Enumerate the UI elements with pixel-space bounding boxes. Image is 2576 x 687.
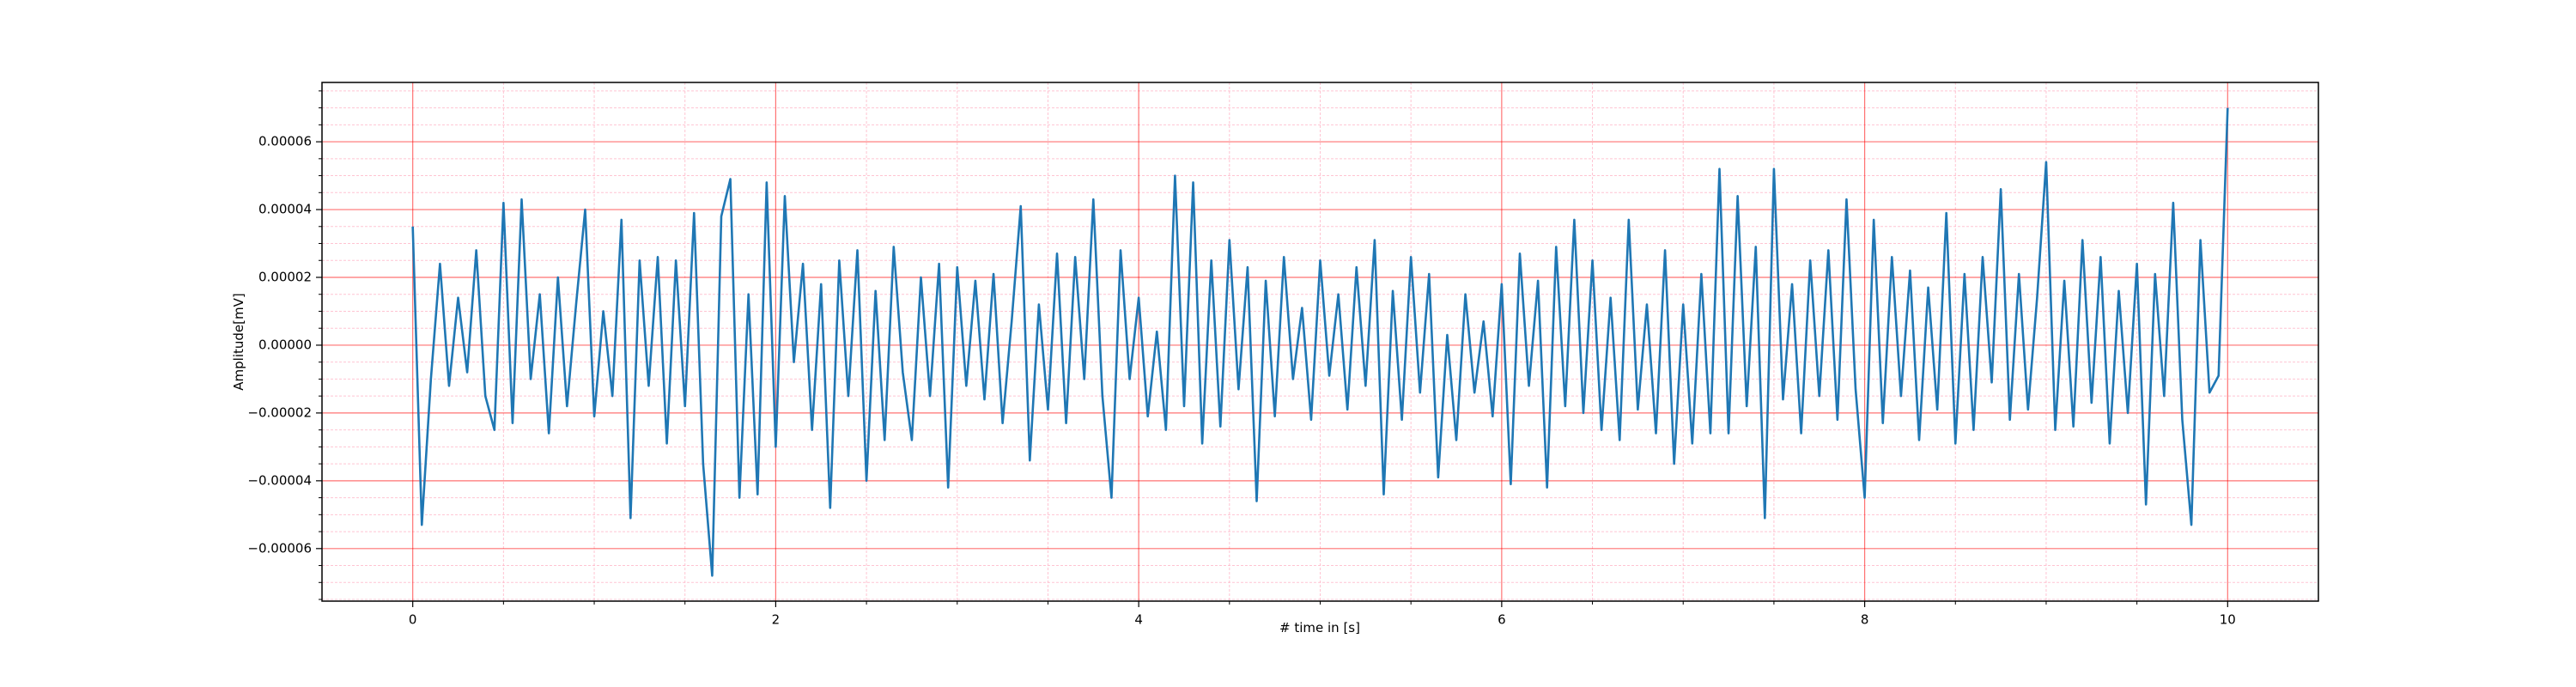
plot-area (411, 107, 2229, 577)
y-tick-label: 0.00000 (258, 337, 312, 352)
y-tick-label: 0.00004 (258, 202, 312, 217)
y-tick-label: 0.00006 (258, 134, 312, 149)
x-tick-label: 8 (1861, 612, 1869, 628)
x-tick-label: 0 (409, 612, 417, 628)
y-tick-label: −0.00006 (247, 540, 312, 556)
x-tick-label: 2 (772, 612, 781, 628)
y-tick-label: −0.00002 (247, 404, 312, 420)
x-tick-label: 6 (1498, 612, 1506, 628)
y-tick-label: −0.00004 (247, 472, 312, 488)
signal-line (411, 107, 2229, 577)
x-tick-label: 10 (2220, 612, 2236, 628)
x-axis-label: # time in [s] (1279, 620, 1360, 635)
y-axis-label: Amplitude[mV] (231, 293, 246, 390)
grid (322, 82, 2318, 601)
x-tick-label: 4 (1134, 612, 1143, 628)
y-tick-label: 0.00002 (258, 269, 312, 284)
